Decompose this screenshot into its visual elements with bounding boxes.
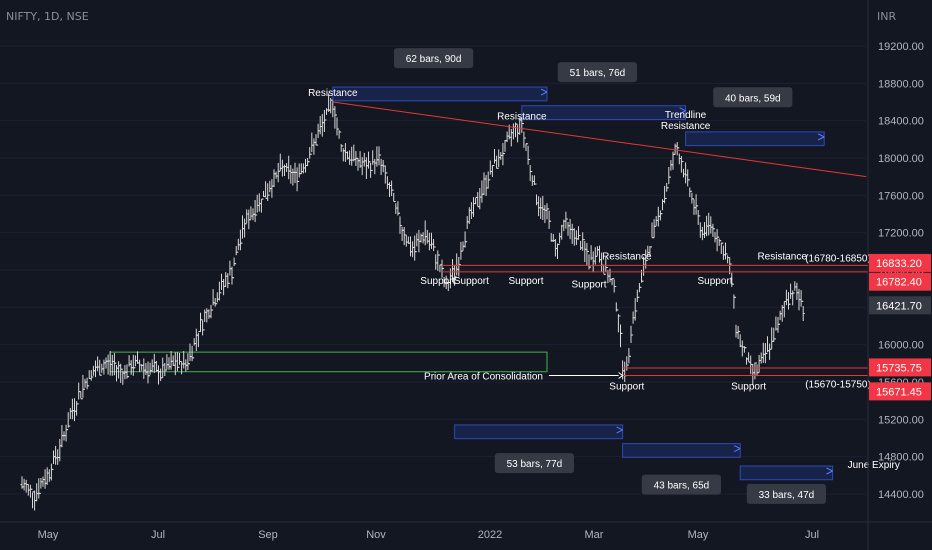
y-tick-label: 14800.00	[878, 452, 924, 464]
range-arrow	[733, 448, 741, 453]
x-tick-label: Jul	[805, 529, 819, 541]
x-tick-label: Jul	[151, 529, 165, 541]
time-axis: May Jul Sep Nov 2022 Mar May Jul	[0, 521, 932, 541]
y-tick-label: 19200.00	[878, 41, 924, 53]
support-label: Support	[609, 381, 644, 392]
range-arrow	[679, 110, 686, 115]
price-tag-current-bg	[869, 296, 931, 315]
trendline-label: Resistance	[661, 121, 711, 132]
resistance-label: Resistance	[602, 251, 652, 262]
range-label: 53 bars, 77d	[507, 459, 563, 470]
resistance-label: Resistance	[497, 111, 547, 122]
price-tag-support-lower-bg	[869, 382, 931, 401]
x-tick-label: May	[688, 529, 709, 541]
grid	[0, 45, 866, 495]
y-tick-label: 14400.00	[878, 489, 924, 501]
resistance-range-label: (16780-16850)	[805, 254, 871, 265]
annotation-labels: Resistance Resistance Resistance Resistance…	[308, 88, 900, 471]
range-arrow	[826, 470, 833, 475]
range-arrow	[616, 429, 623, 434]
x-tick-label: Sep	[258, 529, 278, 541]
price-tag-support-upper-bg	[869, 358, 931, 377]
range-arrow	[817, 133, 825, 138]
range-arrow	[540, 88, 548, 93]
range-label-bg	[394, 48, 474, 69]
y-tick-label: 15200.00	[878, 414, 924, 426]
y-tick-label: 17200.00	[878, 228, 924, 240]
range-box	[685, 131, 825, 147]
x-tick-label: May	[38, 529, 59, 541]
price-tag-current: 16421.70	[876, 300, 922, 312]
support-label: Support	[420, 276, 455, 287]
range-arrow	[540, 91, 548, 96]
y-tick-label: 18000.00	[878, 153, 924, 165]
range-arrow	[679, 107, 686, 112]
y-tick-label: 16000.00	[878, 340, 924, 352]
ohlc-bars	[20, 93, 805, 511]
range-label: 43 bars, 65d	[654, 481, 710, 492]
range-box	[739, 465, 834, 481]
support-label: Support	[571, 280, 606, 291]
range-arrow	[616, 426, 623, 431]
range-box	[332, 86, 548, 102]
support-label: Support	[454, 276, 489, 287]
range-label: 62 bars, 90d	[406, 54, 462, 65]
range-label: 33 bars, 47d	[759, 490, 815, 501]
trendline-label: Trendline	[665, 110, 707, 121]
support-range-label: (15670-15750)	[805, 380, 871, 391]
range-label-bg	[557, 62, 637, 83]
price-tag-resistance-upper-bg	[869, 253, 931, 272]
range-arrow	[817, 136, 825, 141]
range-label-bg	[746, 483, 826, 504]
price-tag-resistance-upper: 16833.20	[876, 258, 922, 270]
range-label: 40 bars, 59d	[725, 93, 781, 104]
range-label-bg	[713, 87, 793, 108]
range-box	[622, 443, 741, 458]
price-tag-resistance-lower: 16782.40	[876, 277, 922, 289]
range-box	[521, 105, 687, 120]
range-label: 51 bars, 76d	[570, 68, 626, 79]
price-axis: 19200.00 18800.00 18400.00 18000.00 17600.00…	[867, 0, 931, 550]
june-expiry-label: June Expiry	[848, 460, 900, 471]
range-arrow	[826, 467, 833, 472]
price-tag-resistance-lower-bg	[869, 272, 931, 291]
range-arrow	[733, 445, 741, 450]
range-label-bg	[641, 474, 721, 495]
x-tick-label: Mar	[585, 529, 604, 541]
resistance-label: Resistance	[757, 251, 807, 262]
range-label-bg	[494, 453, 574, 474]
range-box	[454, 424, 624, 440]
price-tag-support-upper: 15735.75	[876, 362, 922, 374]
trendline-resistance	[332, 101, 867, 178]
symbol-label: NIFTY, 1D, NSE	[6, 10, 89, 23]
support-label: Support	[508, 276, 543, 287]
consolidation-arrow-head	[618, 372, 624, 379]
consolidation-label: Prior Area of Consolidation	[424, 371, 543, 382]
support-label: Support	[731, 381, 766, 392]
currency-label: INR	[877, 10, 897, 23]
resistance-label: Resistance	[308, 88, 358, 99]
price-tag-support-lower: 15671.45	[876, 386, 922, 398]
y-tick-label: 18800.00	[878, 78, 924, 90]
x-tick-label: 2022	[478, 529, 502, 541]
x-tick-label: Nov	[366, 529, 386, 541]
level-lines	[332, 101, 868, 376]
y-tick-label: 17600.00	[878, 190, 924, 202]
support-label: Support	[697, 276, 732, 287]
y-tick-label: 18400.00	[878, 116, 924, 128]
range-boxes: 62 bars, 90d 51 bars, 76d 40 bars, 59d 53 b…	[332, 48, 834, 504]
